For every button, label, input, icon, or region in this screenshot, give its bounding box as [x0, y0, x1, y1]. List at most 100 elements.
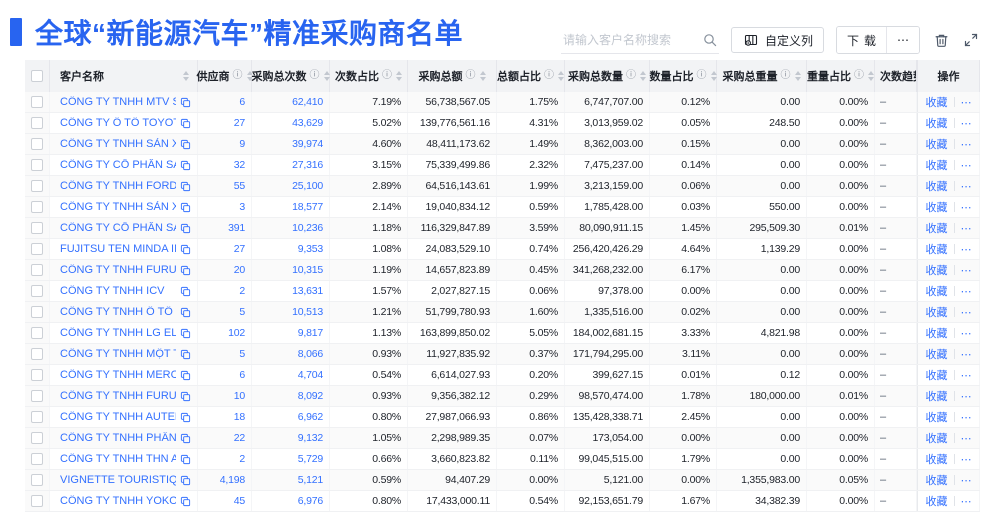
row-more-button[interactable]: ⋯ [960, 411, 972, 424]
select-all-checkbox[interactable] [31, 70, 43, 82]
row-checkbox[interactable] [31, 390, 43, 402]
column-header-qty[interactable]: 采购总数量 ⓘ [565, 60, 650, 92]
row-more-button[interactable]: ⋯ [960, 222, 972, 235]
sort-icon[interactable] [794, 71, 801, 81]
row-checkbox[interactable] [31, 411, 43, 423]
favorite-button[interactable]: 收藏 [925, 370, 948, 382]
favorite-button[interactable]: 收藏 [925, 223, 948, 235]
favorite-button[interactable]: 收藏 [925, 349, 948, 361]
favorite-button[interactable]: 收藏 [925, 433, 948, 445]
favorite-button[interactable]: 收藏 [925, 496, 948, 508]
customer-name-link[interactable]: CÔNG TY TNHH THN AUTOPAR... [60, 453, 176, 465]
copy-icon[interactable] [180, 286, 191, 297]
copy-icon[interactable] [180, 181, 191, 192]
copy-icon[interactable] [180, 454, 191, 465]
customer-name-link[interactable]: CÔNG TY TNHH SẢN XUẤT VÀ ... [60, 138, 176, 150]
info-icon[interactable]: ⓘ [382, 70, 392, 81]
customer-name-link[interactable]: CÔNG TY TNHH MERCEDES–B... [60, 369, 176, 381]
customer-name-link[interactable]: FUJITSU TEN MINDA INDIA PVT... [60, 243, 176, 255]
row-more-button[interactable]: ⋯ [960, 285, 972, 298]
column-header-supplier[interactable]: 供应商 ⓘ [197, 60, 253, 92]
row-more-button[interactable]: ⋯ [960, 138, 972, 151]
trash-icon[interactable] [932, 31, 950, 49]
row-checkbox[interactable] [31, 222, 43, 234]
customer-name-link[interactable]: CÔNG TY TNHH FURUKAWA A... [60, 390, 176, 402]
sort-icon[interactable] [479, 71, 486, 81]
info-icon[interactable]: ⓘ [465, 70, 476, 81]
row-checkbox[interactable] [31, 96, 43, 108]
customer-name-link[interactable]: CÔNG TY TNHH Ô TÔ MITSUBI... [60, 306, 176, 318]
column-header-amount[interactable]: 采购总额 ⓘ [408, 60, 497, 92]
favorite-button[interactable]: 收藏 [925, 160, 948, 172]
sort-icon[interactable] [640, 71, 646, 81]
copy-icon[interactable] [180, 265, 191, 276]
row-more-button[interactable]: ⋯ [960, 348, 972, 361]
row-checkbox[interactable] [31, 327, 43, 339]
copy-icon[interactable] [180, 412, 191, 423]
row-more-button[interactable]: ⋯ [960, 495, 972, 508]
customer-name-link[interactable]: CÔNG TY TNHH FURUKAWA A... [60, 264, 176, 276]
favorite-button[interactable]: 收藏 [925, 265, 948, 277]
column-header-name[interactable]: 客户名称 [50, 60, 198, 92]
search-icon[interactable] [701, 31, 719, 49]
info-icon[interactable]: ⓘ [626, 70, 636, 81]
customize-columns-button[interactable]: 自定义列 [730, 27, 824, 53]
row-checkbox[interactable] [31, 138, 43, 150]
row-more-button[interactable]: ⋯ [960, 390, 972, 403]
row-more-button[interactable]: ⋯ [960, 96, 972, 109]
customer-name-link[interactable]: CÔNG TY TNHH FORD VIỆT NAM [60, 180, 176, 192]
row-checkbox[interactable] [31, 264, 43, 276]
sort-icon[interactable] [183, 71, 189, 81]
row-checkbox[interactable] [31, 243, 43, 255]
row-more-button[interactable]: ⋯ [960, 306, 972, 319]
row-checkbox[interactable] [31, 306, 43, 318]
sort-icon[interactable] [246, 71, 253, 81]
customer-name-link[interactable]: CÔNG TY TNHH SẢN XUẤT VÀ ... [60, 201, 176, 213]
copy-icon[interactable] [180, 118, 191, 129]
copy-icon[interactable] [180, 349, 191, 360]
customer-name-link[interactable]: CÔNG TY CỔ PHẦN SẢN XUẤT... [60, 159, 176, 171]
customer-name-link[interactable]: CÔNG TY TNHH AUTEL VIỆT N... [60, 411, 176, 423]
copy-icon[interactable] [180, 307, 191, 318]
favorite-button[interactable]: 收藏 [925, 97, 948, 109]
copy-icon[interactable] [180, 202, 191, 213]
copy-icon[interactable] [180, 160, 191, 171]
copy-icon[interactable] [180, 391, 191, 402]
row-more-button[interactable]: ⋯ [960, 180, 972, 193]
customer-name-link[interactable]: VIGNETTE TOURISTIQUE G UNI... [60, 474, 176, 486]
copy-icon[interactable] [180, 223, 191, 234]
customer-name-link[interactable]: CÔNG TY TNHH PHÂN PHỐI T... [60, 432, 176, 444]
favorite-button[interactable]: 收藏 [925, 391, 948, 403]
info-icon[interactable]: ⓘ [544, 70, 554, 81]
favorite-button[interactable]: 收藏 [925, 244, 948, 256]
sort-icon[interactable] [710, 71, 717, 81]
copy-icon[interactable] [180, 496, 191, 507]
row-more-button[interactable]: ⋯ [960, 327, 972, 340]
info-icon[interactable]: ⓘ [309, 70, 320, 81]
row-more-button[interactable]: ⋯ [960, 117, 972, 130]
column-header-qty_pct[interactable]: 数量占比 ⓘ [650, 60, 717, 92]
sort-icon[interactable] [396, 71, 402, 81]
search-input[interactable] [560, 31, 697, 48]
row-checkbox[interactable] [31, 285, 43, 297]
customer-name-link[interactable]: CÔNG TY TNHH MỘT THÀNH V... [60, 348, 176, 360]
favorite-button[interactable]: 收藏 [925, 202, 948, 214]
sort-icon[interactable] [868, 71, 874, 81]
toolbar-more-button[interactable]: ⋯ [887, 27, 919, 53]
fullscreen-icon[interactable] [962, 31, 980, 49]
column-header-weight[interactable]: 采购总重量 ⓘ [717, 60, 807, 92]
favorite-button[interactable]: 收藏 [925, 181, 948, 193]
favorite-button[interactable]: 收藏 [925, 286, 948, 298]
column-header-weight_pct[interactable]: 重量占比 ⓘ [807, 60, 875, 92]
customer-name-link[interactable]: CÔNG TY TNHH MTV SẢN XUẤ... [60, 96, 176, 108]
sort-icon[interactable] [558, 71, 564, 81]
favorite-button[interactable]: 收藏 [925, 139, 948, 151]
row-checkbox[interactable] [31, 117, 43, 129]
copy-icon[interactable] [180, 475, 191, 486]
customer-name-link[interactable]: CÔNG TY TNHH LG ELECTRON... [60, 327, 176, 339]
customer-name-link[interactable]: CÔNG TY TNHH ICV [60, 285, 165, 297]
row-checkbox[interactable] [31, 453, 43, 465]
row-more-button[interactable]: ⋯ [960, 369, 972, 382]
copy-icon[interactable] [180, 370, 191, 381]
favorite-button[interactable]: 收藏 [925, 328, 948, 340]
